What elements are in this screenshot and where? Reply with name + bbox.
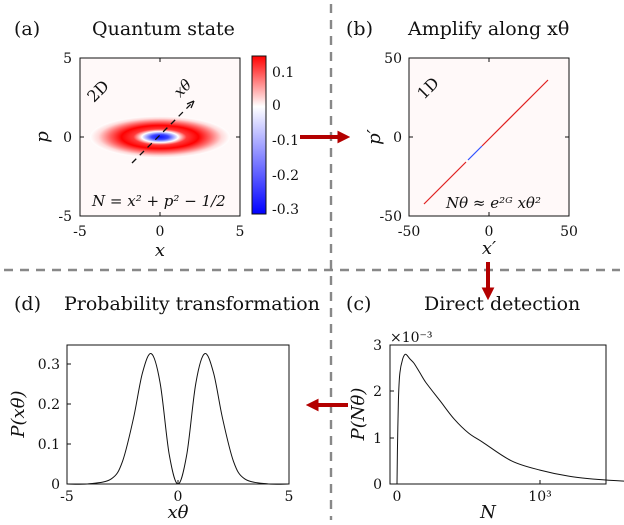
panel-b-title: Amplify along xθ [407, 18, 569, 40]
panel-a-label: (a) [14, 18, 40, 40]
probability-curve [66, 353, 290, 485]
panel-a-title: Quantum state [92, 18, 235, 40]
colorbar-tick-4: -0.2 [272, 168, 299, 184]
d-yaxis-label: P(xθ) [8, 390, 29, 438]
panel-a: (a) Quantum state 5 0 -5 -5 0 5 x p 2D x… [14, 18, 299, 261]
squeezed-state-blue [467, 145, 483, 161]
d-ytick-03: 0.3 [38, 357, 60, 373]
c-yscale: ×10⁻³ [390, 330, 433, 346]
b-xaxis-label: x′ [482, 238, 496, 259]
b-xtick-left: -50 [398, 224, 421, 240]
d-ytick-02: 0.2 [38, 397, 60, 413]
a-xtick-right: 5 [236, 224, 245, 240]
d-xaxis-label: xθ [168, 502, 189, 523]
c-ytick-1: 1 [373, 431, 382, 447]
panel-c: (c) Direct detection 3 2 1 0 ×10⁻³ 0 10³… [346, 293, 624, 523]
a-ytick-top: 5 [63, 51, 72, 67]
a-xaxis-label: x [155, 240, 165, 261]
squeezed-state-lower-red [423, 161, 467, 205]
c-ytick-2: 2 [373, 384, 382, 400]
a-xtick-left: -5 [73, 224, 87, 240]
b-ytick-bottom: -50 [379, 209, 402, 225]
a-xtick-mid: 0 [156, 224, 165, 240]
a-ytick-mid: 0 [63, 130, 72, 146]
a-equation: N = x² + p² − 1/2 [91, 192, 226, 210]
panel-b-background [409, 58, 569, 216]
c-xtick-0: 0 [393, 489, 402, 505]
squeezed-state-upper-red [481, 79, 549, 147]
detection-distribution-curve [396, 353, 624, 485]
b-ytick-mid: 0 [393, 130, 402, 146]
panel-d: (d) Probability transformation 0.3 0.2 0… [8, 293, 320, 523]
a-ytick-bottom: -5 [58, 209, 72, 225]
panel-b: (b) Amplify along xθ 50 0 -50 -50 0 50 x… [346, 18, 578, 259]
colorbar [251, 55, 267, 215]
b-xtick-right: 50 [560, 224, 578, 240]
c-yaxis-label: P(Nθ) [348, 388, 369, 442]
c-xtick-1000: 10³ [528, 489, 551, 505]
panel-d-title: Probability transformation [64, 293, 320, 315]
panel-c-axes [389, 344, 607, 485]
b-equation: Nθ ≈ e²ᴳ xθ² [445, 194, 541, 212]
x-theta-direction-line [131, 100, 195, 164]
b-ytick-top: 50 [384, 51, 402, 67]
d-ytick-01: 0.1 [38, 437, 60, 453]
colorbar-tick-5: -0.3 [272, 202, 299, 218]
x-theta-arrowhead [186, 100, 195, 109]
c-ytick-0: 0 [373, 477, 382, 493]
panel-c-title: Direct detection [424, 293, 580, 315]
wigner-function-blob [90, 116, 230, 158]
colorbar-tick-2: 0 [272, 98, 281, 114]
c-xaxis-label: N [479, 502, 497, 523]
d-xtick-left: -5 [60, 489, 74, 505]
panel-d-label: (d) [14, 293, 41, 315]
d-xtick-mid: 0 [174, 489, 183, 505]
colorbar-tick-1: 0.1 [272, 65, 294, 81]
d-xtick-right: 5 [285, 489, 294, 505]
panel-d-axes [66, 344, 290, 485]
c-ytick-3: 3 [373, 338, 382, 354]
d-ytick-0: 0 [51, 477, 60, 493]
colorbar-tick-3: -0.1 [272, 133, 299, 149]
a-yaxis-label: p [32, 131, 53, 143]
panel-b-label: (b) [346, 18, 373, 40]
b-yaxis-label: p′ [364, 129, 385, 145]
panel-c-label: (c) [346, 293, 371, 315]
b-xtick-mid: 0 [485, 224, 494, 240]
